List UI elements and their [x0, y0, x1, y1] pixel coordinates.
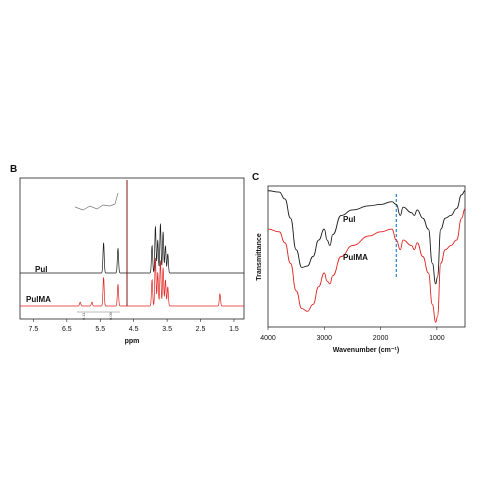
ftir-x-tick-label: 4000 — [260, 335, 276, 342]
nmr-x-axis: 7.5 6.5 5.5 4.5 3.5 2.5 1.5 — [29, 319, 239, 333]
nmr-x-tick-label: 3.5 — [162, 326, 172, 333]
nmr-series-label-pulma: PulMA — [26, 295, 51, 304]
nmr-series-label-pul: Pul — [35, 265, 47, 274]
nmr-integration-labels: 0.11 0.06 — [77, 311, 120, 320]
ftir-x-axis: 4000 3000 2000 1000 — [260, 327, 445, 342]
integration-label-2: 0.06 — [108, 311, 113, 320]
ftir-y-axis-title: Transmittance — [256, 233, 263, 281]
ftir-x-tick-label: 1000 — [429, 335, 445, 342]
nmr-series-line-pulma — [20, 257, 244, 307]
nmr-series-line-pul — [20, 223, 244, 274]
nmr-spectra-group — [20, 180, 244, 307]
nmr-x-tick-label: 4.5 — [129, 326, 139, 333]
ftir-x-tick-label: 3000 — [316, 335, 332, 342]
nmr-x-tick-label: 1.5 — [229, 326, 239, 333]
ftir-series-label-pulma: PulMA — [343, 253, 368, 262]
ftir-x-tick-label: 2000 — [373, 335, 389, 342]
integration-label-1: 0.11 — [81, 312, 86, 320]
ftir-series-line-pulma — [267, 208, 466, 323]
nmr-x-axis-title: ppm — [125, 338, 140, 345]
nmr-structure-sketch — [74, 192, 119, 211]
nmr-x-tick-label: 7.5 — [29, 326, 39, 333]
nmr-x-tick-label: 6.5 — [62, 326, 72, 333]
ftir-series-label-pul: Pul — [343, 215, 355, 224]
ftir-spectra-group — [267, 190, 466, 323]
nmr-x-tick-label: 2.5 — [196, 326, 206, 333]
ftir-frame — [267, 185, 466, 328]
nmr-x-tick-label: 5.5 — [95, 326, 105, 333]
panel-letter-c: C — [252, 172, 259, 183]
ftir-series-line-pul — [267, 190, 466, 285]
nmr-frame — [19, 177, 245, 320]
ftir-x-axis-title: Wavenumber (cm⁻¹) — [333, 347, 399, 354]
panel-letter-b: B — [10, 164, 17, 175]
